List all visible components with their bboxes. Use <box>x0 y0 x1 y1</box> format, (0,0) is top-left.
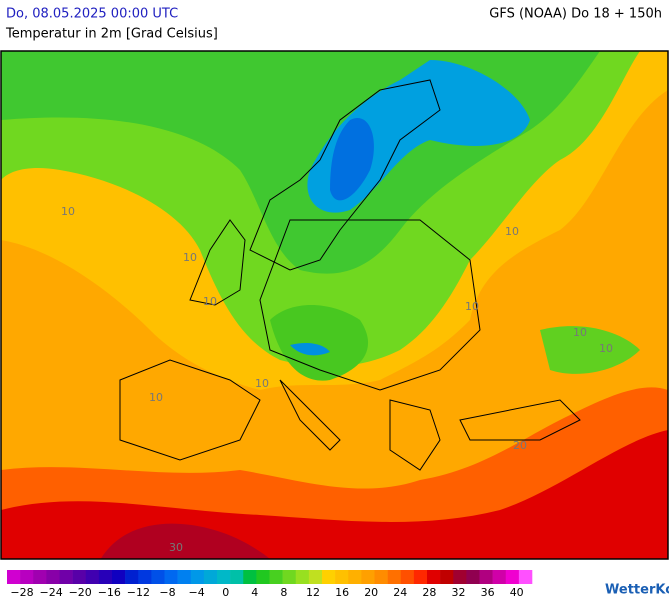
colorbar-swatch <box>85 570 100 584</box>
colorbar-label: −8 <box>159 586 175 599</box>
subtitle: Temperatur in 2m [Grad Celsius] <box>5 27 218 42</box>
colorbar-swatch <box>269 570 283 584</box>
colorbar-swatch <box>72 570 87 584</box>
colorbar-swatch <box>282 570 297 584</box>
colorbar-label: −20 <box>69 586 92 599</box>
colorbar-swatch <box>33 570 47 584</box>
colorbar-swatch <box>177 570 192 584</box>
contour-label: 10 <box>255 377 269 390</box>
contour-label: 10 <box>183 251 197 264</box>
contour-label: 10 <box>599 342 613 355</box>
colorbar-swatch <box>387 570 402 584</box>
colorbar-label: 24 <box>393 586 407 599</box>
colorbar-swatch <box>295 570 310 584</box>
colorbar-swatch <box>400 570 415 584</box>
colorbar-swatch <box>308 570 323 584</box>
colorbar-label: 32 <box>452 586 466 599</box>
colorbar-label: 0 <box>222 586 229 599</box>
cold-core <box>330 118 374 201</box>
colorbar-label: 20 <box>364 586 378 599</box>
colorbar-swatch <box>256 570 270 584</box>
colorbar-swatch <box>230 570 244 584</box>
colorbar-label: −4 <box>188 586 204 599</box>
contour-label: 10 <box>203 295 217 308</box>
colorbar-swatch <box>125 570 139 584</box>
colorbar-swatch <box>46 570 60 584</box>
alps-zone <box>270 305 369 381</box>
colorbar-label: −16 <box>98 586 121 599</box>
colorbar-label: 36 <box>481 586 495 599</box>
colorbar-swatch <box>361 570 375 584</box>
colorbar-swatch <box>427 570 441 584</box>
date: Do, 08.05.2025 00:00 UTC <box>6 7 178 22</box>
contour-label: 10 <box>505 225 519 238</box>
logo: WetterKontor <box>605 583 669 598</box>
colorbar-label: 40 <box>510 586 524 599</box>
caucasus-cool <box>540 326 640 374</box>
colorbar-label: 28 <box>422 586 436 599</box>
colorbar-swatch <box>243 570 257 584</box>
colorbar-swatch <box>112 570 126 584</box>
colorbar-swatch <box>335 570 349 584</box>
colorbar-swatch <box>138 570 152 584</box>
contour-label: 10 <box>573 326 587 339</box>
colorbar-swatch <box>348 570 362 584</box>
colorbar-swatch <box>479 570 493 584</box>
colorbar-swatch <box>59 570 73 584</box>
colorbar-label: −12 <box>127 586 150 599</box>
colorbar-swatch <box>164 570 178 584</box>
alps-cold <box>290 342 330 356</box>
colorbar-swatch <box>151 570 165 584</box>
colorbar-swatch <box>518 570 533 584</box>
colorbar-swatch <box>322 570 336 584</box>
colorbar-swatch <box>466 570 480 584</box>
colorbar-swatch <box>203 570 218 584</box>
contour-label: 30 <box>169 541 183 554</box>
colorbar-label: 12 <box>306 586 320 599</box>
contour-label: 10 <box>149 391 163 404</box>
colorbar-swatch <box>374 570 388 584</box>
colorbar-swatch <box>505 570 520 584</box>
colorbar-swatch <box>7 570 21 584</box>
map-frame <box>0 50 669 560</box>
map <box>1 51 668 559</box>
colorbar-swatch <box>413 570 428 584</box>
colorbar-label: 16 <box>335 586 349 599</box>
contour-label: 10 <box>465 300 479 313</box>
colorbar-swatch <box>440 570 454 584</box>
colorbar-swatch <box>453 570 467 584</box>
colorbar-swatch <box>217 570 231 584</box>
colorbar-swatch <box>190 570 205 584</box>
colorbar-swatch <box>20 570 34 584</box>
colorbar-label: −24 <box>39 586 62 599</box>
colorbar-swatch <box>98 570 113 584</box>
contour-label: 20 <box>513 439 527 452</box>
colorbar-swatch <box>492 570 507 584</box>
contour-label: 10 <box>61 205 75 218</box>
colorbar-label: −28 <box>10 586 33 599</box>
model-run: GFS (NOAA) Do 18 + 150h <box>489 7 662 22</box>
colorbar-label: 4 <box>251 586 258 599</box>
coastlines <box>119 79 581 471</box>
hottest-zone <box>100 523 270 559</box>
colorbar-label: 8 <box>280 586 287 599</box>
